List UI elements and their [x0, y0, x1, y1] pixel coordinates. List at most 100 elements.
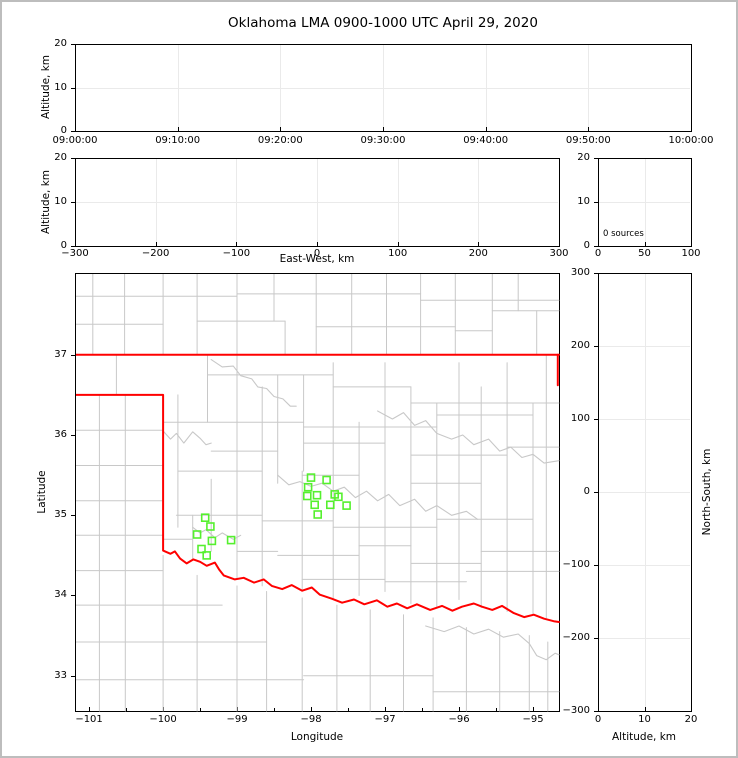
- y-axis-tick: [594, 565, 598, 566]
- x-tick-label: 09:30:00: [360, 135, 406, 146]
- river-line: [277, 474, 479, 520]
- x-tick-label: 09:20:00: [257, 135, 303, 146]
- lma-station-marker: [313, 510, 322, 519]
- y-tick-label: −200: [562, 632, 590, 643]
- lma-station-marker: [326, 500, 335, 510]
- y-axis-title-plan-view: Latitude: [36, 470, 48, 514]
- x-tick-label: 09:00:00: [52, 135, 98, 146]
- y-axis-tick: [594, 346, 598, 347]
- y-tick-label: 35: [54, 509, 67, 521]
- river-line: [210, 359, 297, 407]
- y-axis-tick: [71, 435, 75, 437]
- y-tick-label: 37: [54, 348, 67, 360]
- y-tick-label: 200: [570, 340, 590, 351]
- y-tick-label: 34: [54, 589, 67, 601]
- x-tick-label: −96: [448, 714, 470, 725]
- x-axis-tick: [691, 127, 692, 131]
- y-axis-tick: [71, 131, 75, 132]
- river-line: [377, 410, 560, 464]
- y-axis-tick: [594, 202, 598, 203]
- panel-border-eastwest_altitude: [75, 158, 560, 247]
- x-axis-tick: [598, 707, 599, 711]
- x-tick-label: −95: [522, 714, 544, 725]
- y-axis-tick: [71, 595, 75, 597]
- gridline: [76, 202, 558, 203]
- x-axis-tick: [236, 242, 238, 246]
- lma-station-marker: [226, 535, 236, 545]
- x-tick-label: −99: [226, 714, 248, 725]
- y-axis-title-eastwest-altitude: Altitude, km: [40, 169, 52, 235]
- lma-station-marker: [200, 513, 210, 522]
- x-axis-tick: [598, 242, 599, 246]
- lma-station-marker: [207, 536, 217, 546]
- lma-station-marker: [310, 500, 319, 510]
- y-tick-label: 300: [570, 267, 590, 278]
- lma-station-marker: [303, 482, 313, 492]
- y-tick-label: 20: [54, 152, 67, 163]
- gridline: [599, 565, 690, 566]
- y-tick-label: 10: [577, 196, 590, 207]
- x-tick-label: −97: [374, 714, 396, 725]
- x-axis-tick: [155, 242, 157, 246]
- x-axis-tick: [311, 707, 313, 711]
- x-tick-label: 09:50:00: [565, 135, 611, 146]
- x-axis-tick: [237, 707, 239, 711]
- x-tick-label: 0: [313, 248, 321, 259]
- gridline: [599, 419, 690, 420]
- river-line: [162, 430, 212, 446]
- y-tick-label: 10: [54, 196, 67, 207]
- lma-station-marker: [306, 473, 316, 482]
- x-tick-label: 0: [594, 714, 602, 725]
- y-axis-tick: [71, 675, 75, 677]
- y-axis-tick: [71, 158, 75, 159]
- y-tick-label: 20: [577, 152, 590, 163]
- lma-station-marker: [322, 475, 331, 485]
- river-line: [425, 625, 560, 661]
- y-axis-tick: [71, 202, 75, 203]
- y-axis-tick: [594, 492, 598, 493]
- x-tick-label: −300: [61, 248, 89, 259]
- y-axis-tick: [594, 246, 598, 247]
- x-axis-tick: [280, 127, 282, 131]
- x-tick-label: −100: [222, 248, 251, 259]
- x-tick-label: 100: [681, 248, 701, 259]
- x-tick-label: 10:00:00: [668, 135, 714, 146]
- lma-station-marker: [202, 551, 211, 560]
- lma-station-marker: [197, 544, 206, 554]
- lma-station-marker: [334, 492, 343, 502]
- x-axis-tick: [478, 242, 480, 246]
- plot-title: Oklahoma LMA 0900-1000 UTC April 29, 202…: [228, 15, 538, 31]
- x-tick-label: 09:10:00: [155, 135, 201, 146]
- gridline: [599, 346, 690, 347]
- y-axis-tick: [71, 354, 75, 356]
- x-axis-tick: [559, 242, 560, 246]
- x-axis-tick: [644, 707, 646, 711]
- lma-station-marker: [342, 501, 351, 510]
- state-border-line: [76, 393, 560, 623]
- gridline: [599, 492, 690, 493]
- x-tick-label: 20: [684, 714, 698, 725]
- x-axis-tick: [177, 127, 179, 131]
- x-tick-label: −100: [149, 714, 177, 725]
- x-tick-label: −101: [75, 714, 103, 725]
- x-tick-label: 09:40:00: [463, 135, 509, 146]
- x-axis-title-altitude-northsouth: Altitude, km: [611, 731, 677, 743]
- x-axis-tick: [75, 127, 76, 131]
- x-axis-tick: [644, 242, 646, 246]
- y-axis-tick: [71, 246, 75, 247]
- panel-border-time_altitude: [75, 44, 692, 132]
- x-axis-minor-tick: [126, 708, 128, 711]
- lma-station-marker: [192, 530, 202, 539]
- x-axis-minor-tick: [496, 708, 498, 711]
- x-axis-minor-tick: [200, 708, 202, 711]
- x-axis-tick: [383, 127, 384, 131]
- y-tick-label: 36: [54, 429, 67, 441]
- gridline: [76, 87, 690, 89]
- x-axis-tick: [75, 242, 76, 246]
- sources-count-annotation: 0 sources: [603, 229, 644, 239]
- y-axis-tick: [594, 711, 598, 712]
- x-tick-label: −200: [141, 248, 170, 259]
- lma-station-marker: [303, 491, 312, 501]
- x-axis-title-plan-view: Longitude: [290, 731, 344, 743]
